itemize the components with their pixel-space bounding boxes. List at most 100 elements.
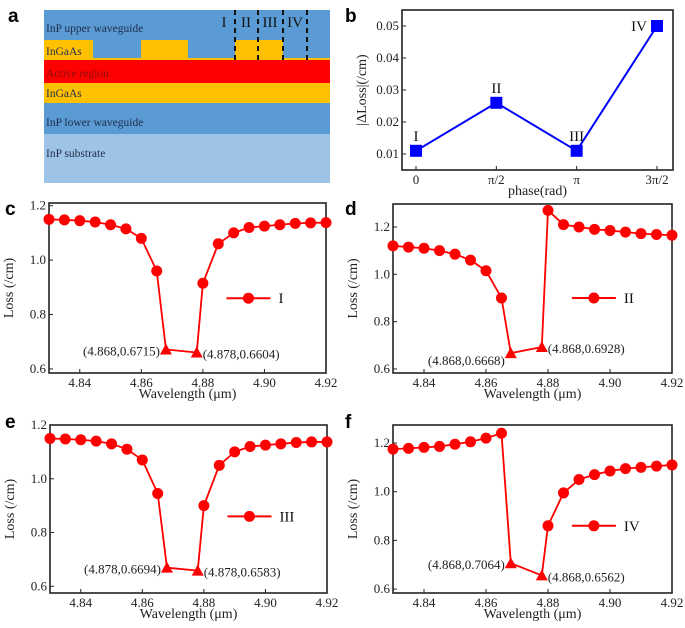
x-tick-label: π/2 — [488, 172, 505, 187]
y-tick-label: 1.2 — [374, 435, 390, 450]
x-tick-label: 4.90 — [253, 375, 276, 390]
data-point — [105, 219, 117, 231]
data-point — [542, 204, 554, 216]
legend-label: II — [624, 291, 634, 307]
series-line — [48, 218, 327, 354]
data-point — [434, 440, 445, 452]
minimum-annotation: (4.868,0.6562) — [548, 569, 625, 584]
y-axis-label: Loss (/cm) — [346, 258, 361, 319]
legend-marker — [588, 520, 600, 532]
minimum-annotation: (4.878,0.6583) — [204, 565, 281, 580]
y-tick-label: 0.05 — [376, 18, 399, 33]
data-point — [290, 436, 302, 448]
point-label: II — [491, 81, 501, 97]
data-point — [198, 500, 210, 512]
x-tick-label: 4.88 — [192, 375, 215, 390]
x-tick-label: 4.92 — [661, 375, 684, 390]
data-point — [496, 427, 507, 439]
panel-label-b: b — [345, 6, 357, 27]
layer-label: InGaAs — [46, 46, 82, 58]
data-point — [403, 241, 414, 253]
x-tick-label: 4.92 — [316, 595, 339, 610]
grating-ridge-1 — [44, 40, 93, 60]
data-point — [434, 245, 445, 257]
data-point — [635, 461, 647, 473]
data-point — [573, 474, 585, 486]
y-tick-label: 1.2 — [374, 219, 390, 234]
layer-ingaas-lower — [44, 83, 330, 103]
layer-label: InGaAs — [46, 88, 82, 100]
data-point — [589, 223, 600, 235]
x-axis-label: Wavelength (μm) — [140, 607, 238, 622]
x-axis-label: Wavelength (μm) — [139, 387, 237, 402]
layer-label: InP lower waveguide — [46, 117, 143, 129]
y-tick-label: 0.03 — [376, 82, 399, 97]
series-line — [415, 25, 658, 153]
y-tick-label: 0.8 — [374, 532, 390, 547]
axes-frame — [392, 203, 673, 374]
x-tick-label: π — [573, 172, 580, 187]
y-tick-label: 0.6 — [374, 581, 391, 596]
x-tick-label: 4.88 — [193, 595, 216, 610]
data-point — [151, 265, 163, 277]
y-tick-label: 1.0 — [31, 471, 47, 486]
y-tick-label: 1.2 — [31, 417, 47, 432]
x-tick-label: 4.88 — [537, 375, 560, 390]
data-point — [496, 292, 507, 304]
y-tick-label: 0.8 — [31, 525, 47, 540]
chart-b: 0.01 0.02 0.03 0.04 0.05 0 π/2 π 3π/2 phase(rad) |… — [355, 9, 674, 199]
minimum-marker — [535, 569, 548, 581]
x-tick-label: 4.86 — [131, 595, 154, 610]
x-tick-label: 4.92 — [661, 595, 684, 610]
chart-e: 0.6 0.8 1.0 1.2 4.84 4.86 4.88 4.90 4.92 Waveleng… — [3, 417, 338, 622]
section-label: II — [241, 15, 251, 31]
y-tick-label: 0.01 — [376, 146, 399, 161]
data-point — [152, 488, 164, 500]
y-tick-label: 0.6 — [374, 361, 391, 376]
data-point — [306, 436, 318, 448]
layer-inp-substrate — [44, 134, 330, 183]
data-point-III — [570, 144, 583, 157]
data-point — [387, 240, 399, 252]
point-label: III — [569, 129, 584, 145]
data-point — [620, 463, 631, 475]
data-point — [589, 469, 600, 481]
y-tick-label: 1.2 — [30, 198, 46, 213]
y-tick-label: 0.8 — [30, 307, 46, 322]
axes-frame — [392, 424, 673, 594]
minimum-marker — [190, 346, 203, 358]
data-point-I — [410, 144, 422, 157]
data-point — [43, 213, 55, 225]
y-axis-label: |ΔLoss|(/cm) — [355, 54, 370, 126]
data-point — [620, 226, 631, 238]
minimum-marker — [159, 343, 172, 355]
layer-active-region — [44, 60, 330, 83]
axes-frame — [49, 424, 328, 594]
data-point — [229, 446, 241, 458]
x-axis-label: phase(rad) — [508, 184, 567, 199]
data-point — [106, 438, 118, 450]
data-point — [289, 217, 301, 229]
data-point — [120, 223, 132, 235]
x-tick-label: 4.84 — [413, 375, 436, 390]
data-point — [651, 229, 662, 241]
data-point — [212, 238, 224, 250]
panel-label-d: d — [345, 199, 357, 220]
data-point — [75, 434, 87, 446]
data-point — [58, 214, 70, 226]
data-point — [604, 465, 616, 477]
data-point — [635, 228, 647, 240]
data-point — [465, 254, 476, 266]
minimum-annotation: (4.868,0.6715) — [83, 343, 160, 358]
data-point — [90, 435, 102, 447]
y-tick-label: 1.0 — [374, 484, 390, 499]
y-tick-label: 0.6 — [31, 578, 48, 593]
legend-marker — [242, 292, 254, 304]
data-point — [558, 219, 569, 231]
y-tick-label: 0.02 — [376, 114, 399, 129]
data-point — [89, 216, 101, 228]
x-tick-label: 4.90 — [599, 375, 622, 390]
legend-label: III — [279, 509, 294, 525]
data-point — [135, 232, 147, 244]
